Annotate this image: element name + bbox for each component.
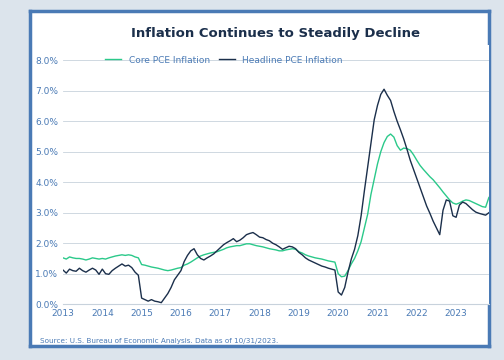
Core PCE Inflation [99, 256, 105, 261]
Legend: Core PCE Inflation, Headline PCE Inflation: Core PCE Inflation, Headline PCE Inflati… [102, 52, 346, 68]
Headline PCE Inflation [220, 243, 226, 247]
Headline PCE Inflation [198, 256, 204, 261]
Text: Source: U.S. Bureau of Economic Analysis. Data as of 10/31/2023.: Source: U.S. Bureau of Economic Analysis… [40, 338, 279, 344]
Core PCE Inflation [217, 248, 223, 253]
Core PCE Inflation [60, 256, 66, 260]
Headline PCE Inflation [486, 211, 492, 215]
Line: Headline PCE Inflation: Headline PCE Inflation [63, 89, 489, 303]
Core PCE Inflation [227, 245, 233, 249]
Headline PCE Inflation [381, 87, 387, 91]
Core PCE Inflation [486, 195, 492, 200]
Headline PCE Inflation [230, 237, 236, 241]
Line: Core PCE Inflation: Core PCE Inflation [63, 134, 489, 277]
Core PCE Inflation [276, 249, 282, 253]
Headline PCE Inflation [60, 268, 66, 272]
Headline PCE Inflation [158, 301, 164, 305]
Core PCE Inflation [391, 135, 397, 139]
Core PCE Inflation [194, 256, 200, 260]
Headline PCE Inflation [99, 267, 105, 271]
Headline PCE Inflation [279, 247, 285, 252]
Title: Inflation Continues to Steadily Decline: Inflation Continues to Steadily Decline [132, 27, 420, 40]
Core PCE Inflation [388, 132, 394, 136]
Core PCE Inflation [339, 275, 345, 279]
Headline PCE Inflation [391, 109, 397, 114]
